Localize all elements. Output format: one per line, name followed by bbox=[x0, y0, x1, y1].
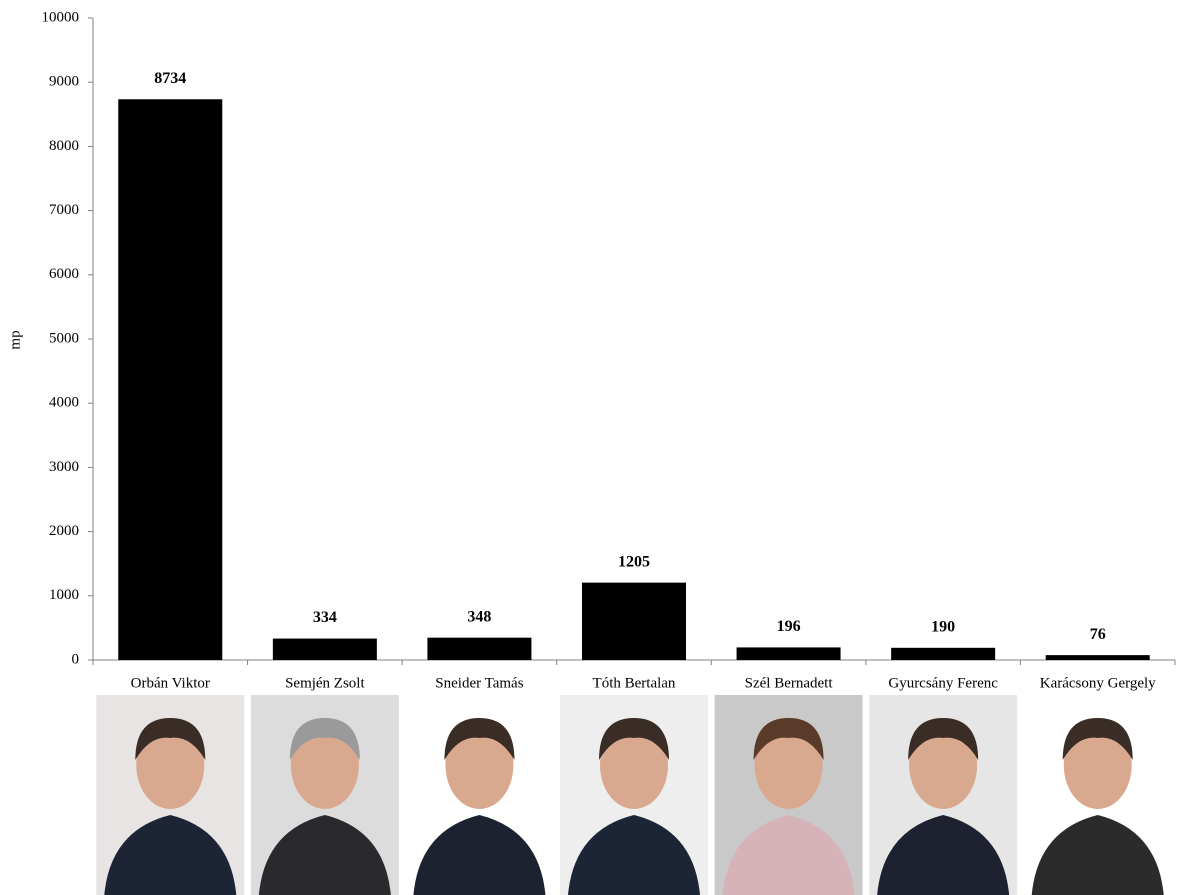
value-label: 8734 bbox=[154, 70, 186, 87]
portrait-body bbox=[568, 815, 700, 895]
y-tick-label: 4000 bbox=[49, 395, 79, 411]
portrait-body bbox=[722, 815, 855, 895]
value-label: 348 bbox=[467, 608, 491, 625]
value-label: 196 bbox=[777, 618, 801, 635]
portrait-hair bbox=[753, 718, 824, 760]
y-tick-label: 5000 bbox=[49, 330, 79, 346]
value-label: 76 bbox=[1090, 626, 1106, 643]
y-tick-label: 8000 bbox=[49, 138, 79, 154]
portrait-head bbox=[754, 721, 823, 809]
value-label: 1205 bbox=[618, 553, 650, 570]
portrait-body bbox=[413, 815, 546, 895]
portrait-head bbox=[290, 721, 359, 809]
y-tick-label: 1000 bbox=[49, 587, 79, 603]
portrait-head bbox=[136, 721, 205, 809]
portrait-hair bbox=[444, 718, 515, 760]
y-tick-label: 9000 bbox=[49, 74, 79, 90]
bar bbox=[1045, 655, 1150, 660]
value-label: 190 bbox=[931, 618, 955, 635]
y-tick-label: 0 bbox=[72, 651, 80, 667]
x-tick-label: Karácsony Gergely bbox=[1040, 675, 1156, 691]
x-tick-label: Szél Bernadett bbox=[745, 675, 834, 691]
portrait-body bbox=[258, 815, 391, 895]
portrait-body bbox=[877, 815, 1010, 895]
value-label: 334 bbox=[313, 609, 337, 626]
bar bbox=[891, 647, 996, 660]
portrait-head bbox=[909, 721, 978, 809]
x-tick-label: Sneider Tamás bbox=[435, 675, 523, 691]
portrait-hair bbox=[908, 718, 979, 760]
x-tick-label: Orbán Viktor bbox=[131, 675, 210, 691]
x-tick-label: Gyurcsány Ferenc bbox=[888, 675, 998, 691]
bar bbox=[736, 647, 841, 660]
bar bbox=[427, 637, 532, 660]
portrait-head bbox=[445, 721, 514, 809]
portrait-hair bbox=[135, 718, 206, 760]
y-tick-label: 10000 bbox=[42, 9, 80, 25]
y-tick-label: 7000 bbox=[49, 202, 79, 218]
bar bbox=[118, 99, 223, 660]
y-tick-label: 3000 bbox=[49, 459, 79, 475]
bar bbox=[582, 582, 686, 660]
y-axis-label: mp bbox=[7, 330, 23, 349]
bar bbox=[272, 638, 377, 660]
y-tick-label: 6000 bbox=[49, 266, 79, 282]
portrait-hair bbox=[599, 718, 669, 760]
x-tick-label: Semjén Zsolt bbox=[285, 675, 365, 691]
portrait-body bbox=[1031, 815, 1164, 895]
portrait-body bbox=[104, 815, 237, 895]
portrait-head bbox=[600, 721, 668, 809]
portrait-head bbox=[1063, 721, 1132, 809]
portrait-hair bbox=[289, 718, 360, 760]
y-tick-label: 2000 bbox=[49, 523, 79, 539]
portrait-hair bbox=[1062, 718, 1133, 760]
x-tick-label: Tóth Bertalan bbox=[593, 675, 676, 691]
